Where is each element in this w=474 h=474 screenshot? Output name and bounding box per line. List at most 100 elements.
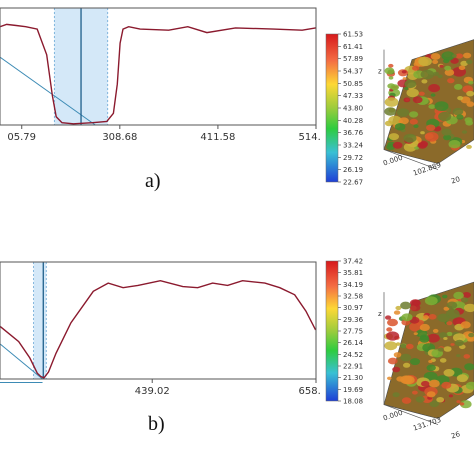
surface-patch (395, 305, 402, 311)
surface-patch (385, 315, 392, 320)
plot-frame (0, 261, 317, 380)
colorbar-b: 37.42 35.81 34.19 32.58 30.97 29.36 27.75 26.14… (325, 258, 364, 406)
z-axis-label: z (378, 68, 382, 76)
surface-patch (421, 380, 430, 387)
colorbar-tick-label: 19.69 (343, 386, 363, 394)
surface-tick-label: 0.000 (382, 409, 404, 423)
surface-patch (456, 114, 464, 120)
surface-patch (434, 101, 449, 111)
surface-patch (427, 333, 440, 343)
profile-curve (0, 279, 317, 379)
surface-patch (460, 297, 469, 303)
surface-patch (428, 360, 433, 363)
surface-tick-label: 102.889 (412, 161, 442, 178)
surface-patch (461, 130, 468, 134)
colorbar-tick-label: 26.19 (343, 166, 363, 174)
surface-patch (426, 364, 436, 372)
surface-patch (406, 88, 419, 98)
x-tick-label: 411.58 (200, 132, 235, 143)
surface-patch (460, 400, 472, 409)
surface-patch (420, 69, 435, 80)
colorbar-tick-label: 27.75 (343, 328, 363, 336)
colorbar-tick-label: 26.14 (343, 339, 364, 347)
surface-tick-label: 20 (450, 175, 461, 185)
slope-guide-line (0, 56, 96, 126)
surface-patch (405, 343, 414, 350)
surface-patch (409, 118, 418, 125)
surface-patch (401, 375, 415, 385)
surface-patch (404, 87, 409, 90)
colorbar-tick-label: 50.85 (343, 80, 363, 88)
surface-patch (439, 64, 444, 68)
surface-patch (459, 402, 465, 406)
surface-patch (387, 376, 392, 380)
surface-patch (388, 115, 402, 125)
surface-patch (403, 133, 417, 143)
surface-patch (418, 91, 425, 96)
x-tick-label: 658.53 (299, 386, 321, 397)
surface-tick-label: 26 (450, 430, 461, 441)
surface-patch (428, 314, 437, 320)
surface-patch (410, 303, 421, 312)
surface-patch (387, 318, 398, 327)
colorbar-tick-label: 24.52 (343, 351, 363, 359)
surface-patch (464, 303, 474, 313)
colorbar-tick-label: 21.30 (343, 374, 363, 382)
surface-patch (444, 65, 452, 71)
surface-patch (392, 366, 401, 373)
colorbar-tick-label: 29.72 (343, 154, 363, 162)
surface-patch (446, 321, 453, 326)
surface-patch (417, 142, 428, 149)
surface-patch (413, 124, 419, 128)
surface-patch (456, 354, 461, 358)
surface-patch (384, 107, 397, 116)
surface-patch (399, 117, 409, 125)
surface-tick-label: 131.703 (412, 416, 442, 433)
surface-patch (456, 400, 461, 404)
surface-patch (421, 79, 428, 84)
plot-frame (0, 7, 317, 126)
surface-patch (443, 369, 455, 377)
surface-patch (441, 128, 452, 136)
surface-patch (466, 90, 474, 97)
surface-patch (412, 96, 423, 104)
panel-label-b: b) (148, 413, 165, 435)
colorbar-tick-label: 61.53 (343, 31, 363, 39)
surface-patch (424, 296, 438, 306)
surface-patch (403, 362, 411, 368)
surface-patch (447, 78, 455, 84)
surface-patch (388, 63, 394, 68)
colorbar-tick-label: 30.97 (343, 304, 363, 312)
surface-patch (390, 84, 399, 91)
profile-chart-b: 439.02 658.53 (0, 261, 321, 397)
surface-patch (466, 59, 473, 65)
colorbar-tick-label: 57.89 (343, 55, 363, 63)
surface-patch (388, 133, 399, 141)
colorbar-tick-label: 32.58 (343, 293, 363, 301)
surface-patch (386, 327, 393, 332)
surface-patch (453, 333, 466, 342)
surface-patch (415, 396, 425, 403)
colorbar-tick-label: 40.28 (343, 117, 363, 125)
x-tick-label: 308.68 (102, 132, 137, 143)
surface-patch (419, 323, 430, 332)
surface-patch (396, 108, 410, 117)
surface-patch (446, 301, 458, 309)
surface-patch (462, 292, 471, 298)
colorbar-tick-label: 54.37 (343, 68, 363, 76)
surface-patch (394, 123, 406, 131)
surface-patch (392, 141, 403, 149)
surface-patch (410, 358, 420, 366)
surface-tick-label: 0.000 (382, 154, 404, 168)
surface-patch (443, 134, 452, 141)
surface-patch (444, 69, 455, 76)
surface-patch (400, 353, 412, 362)
surface-patch (446, 331, 453, 337)
surface-patch (468, 80, 474, 85)
surface-patch (450, 343, 455, 346)
surface-3d-a: z 0.000 102.889 20 (378, 39, 474, 186)
surface-patch (443, 346, 452, 352)
surface-patch (430, 53, 441, 60)
surface-patch (422, 315, 429, 320)
surface-patch (411, 299, 420, 306)
